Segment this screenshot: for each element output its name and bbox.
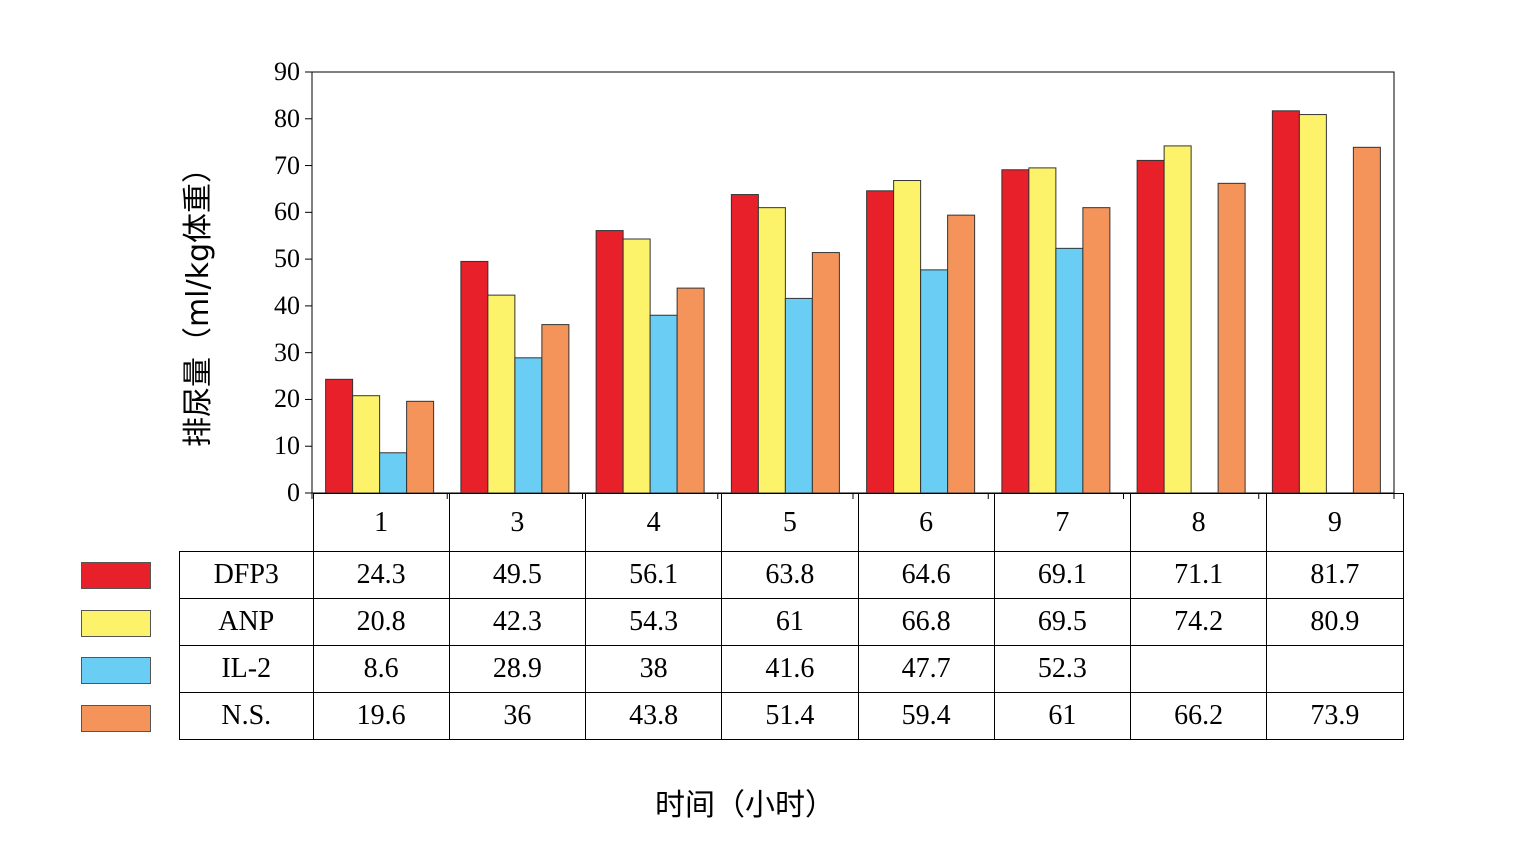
bar-n-s--8 bbox=[1217, 182, 1246, 494]
bar-dfp3-5 bbox=[730, 194, 759, 494]
bar-dfp3-7 bbox=[1001, 169, 1030, 494]
bar-anp-3 bbox=[487, 294, 516, 494]
legend-swatch bbox=[81, 657, 151, 684]
bar-anp-6 bbox=[893, 180, 922, 494]
data-label: 8.6 bbox=[312, 645, 450, 693]
bar-n-s--4 bbox=[676, 287, 705, 494]
bar-dfp3-6 bbox=[866, 190, 895, 494]
data-label: 38 bbox=[584, 645, 723, 693]
bar-il-2-5 bbox=[784, 297, 813, 494]
bar-dfp3-8 bbox=[1136, 159, 1165, 494]
y-tick-label: 90 bbox=[274, 57, 300, 86]
bar-anp-1 bbox=[352, 395, 381, 494]
data-label: 43.8 bbox=[584, 692, 723, 740]
series-name: N.S. bbox=[179, 692, 314, 740]
data-label: 61 bbox=[993, 692, 1132, 740]
bar-il-2-3 bbox=[514, 357, 543, 494]
data-label: 52.3 bbox=[993, 645, 1132, 693]
x-tick-label: 6 bbox=[857, 493, 995, 552]
bar-n-s--3 bbox=[541, 324, 570, 494]
data-label: 28.9 bbox=[448, 645, 587, 693]
y-tick-label: 70 bbox=[274, 150, 300, 180]
x-tick-label: 3 bbox=[448, 493, 587, 552]
data-label: 47.7 bbox=[857, 645, 995, 693]
y-tick-label: 60 bbox=[274, 197, 300, 227]
y-axis-label: 排尿量（ml/kg体重） bbox=[181, 152, 216, 448]
table-row: DFP3 24.3 49.5 56.1 63.8 64.6 69.1 71.1 81.7 bbox=[179, 551, 1404, 599]
data-label: 42.3 bbox=[448, 598, 587, 646]
series-name: ANP bbox=[179, 598, 314, 646]
data-label bbox=[1266, 645, 1404, 693]
bar-il-2-6 bbox=[920, 269, 949, 494]
x-tick-label: 5 bbox=[721, 493, 859, 552]
legend-swatch bbox=[81, 704, 151, 732]
x-tick-label: 8 bbox=[1129, 493, 1268, 552]
x-tick-label: 9 bbox=[1266, 493, 1404, 552]
data-label: 73.9 bbox=[1266, 692, 1404, 740]
y-tick-label: 20 bbox=[274, 384, 300, 414]
data-label: 71.1 bbox=[1129, 551, 1268, 599]
bar-anp-8 bbox=[1163, 145, 1192, 494]
bar-anp-9 bbox=[1298, 114, 1327, 494]
data-label: 41.6 bbox=[721, 645, 859, 693]
data-label: 66.2 bbox=[1129, 692, 1268, 740]
bar-dfp3-9 bbox=[1271, 110, 1300, 494]
data-label: 56.1 bbox=[584, 551, 723, 599]
data-label: 74.2 bbox=[1129, 598, 1268, 646]
data-label: 51.4 bbox=[721, 692, 859, 740]
bar-n-s--6 bbox=[947, 214, 976, 494]
bar-il-2-4 bbox=[649, 314, 678, 494]
data-label: 61 bbox=[721, 598, 859, 646]
bar-dfp3-4 bbox=[595, 230, 624, 494]
bar-anp-7 bbox=[1028, 167, 1057, 494]
table-row: IL-2 8.6 28.9 38 41.6 47.7 52.3 bbox=[179, 645, 1404, 693]
data-label: 24.3 bbox=[312, 551, 450, 599]
data-label: 59.4 bbox=[857, 692, 995, 740]
data-label: 63.8 bbox=[721, 551, 859, 599]
data-label: 64.6 bbox=[857, 551, 995, 599]
y-tick-label: 10 bbox=[274, 431, 300, 461]
y-tick-label: 80 bbox=[274, 103, 300, 133]
data-label: 69.5 bbox=[993, 598, 1132, 646]
x-tick-label: 1 bbox=[312, 493, 450, 552]
data-label: 66.8 bbox=[857, 598, 995, 646]
table-row: ANP 20.8 42.3 54.3 61 66.8 69.5 74.2 80.9 bbox=[179, 598, 1404, 646]
legend-swatch bbox=[81, 562, 151, 589]
series-name: IL-2 bbox=[179, 645, 314, 693]
bar-n-s--1 bbox=[406, 400, 435, 494]
series-name: DFP3 bbox=[179, 551, 314, 599]
bar-anp-5 bbox=[757, 207, 786, 494]
y-tick-label: 30 bbox=[274, 337, 300, 367]
bar-n-s--9 bbox=[1352, 146, 1381, 494]
data-label: 36 bbox=[448, 692, 587, 740]
legend-swatch bbox=[81, 609, 151, 637]
data-label: 81.7 bbox=[1266, 551, 1404, 599]
x-axis-label: 时间（小时） bbox=[655, 788, 835, 823]
bar-n-s--5 bbox=[811, 252, 840, 494]
y-tick-label: 50 bbox=[274, 244, 300, 274]
data-label bbox=[1129, 645, 1268, 693]
data-label: 49.5 bbox=[448, 551, 587, 599]
x-tick-label: 4 bbox=[584, 493, 723, 552]
bar-il-2-7 bbox=[1055, 247, 1084, 494]
bar-n-s--7 bbox=[1082, 207, 1111, 494]
table-corner bbox=[179, 493, 314, 552]
data-label: 19.6 bbox=[312, 692, 450, 740]
table-row: N.S. 19.6 36 43.8 51.4 59.4 61 66.2 73.9 bbox=[179, 692, 1404, 740]
data-table: 1 3 4 5 6 7 8 9 DFP3 24.3 49.5 56.1 63.8 64.6 69.1 71.1… bbox=[179, 493, 1404, 740]
data-label: 54.3 bbox=[584, 598, 723, 646]
bar-il-2-1 bbox=[379, 452, 408, 494]
data-label: 20.8 bbox=[312, 598, 450, 646]
y-tick-label: 40 bbox=[274, 290, 300, 320]
bar-anp-4 bbox=[622, 238, 651, 494]
x-tick-label: 7 bbox=[993, 493, 1132, 552]
data-label: 80.9 bbox=[1266, 598, 1404, 646]
bar-dfp3-3 bbox=[460, 260, 489, 494]
bar-dfp3-1 bbox=[325, 378, 354, 494]
data-label: 69.1 bbox=[993, 551, 1132, 599]
